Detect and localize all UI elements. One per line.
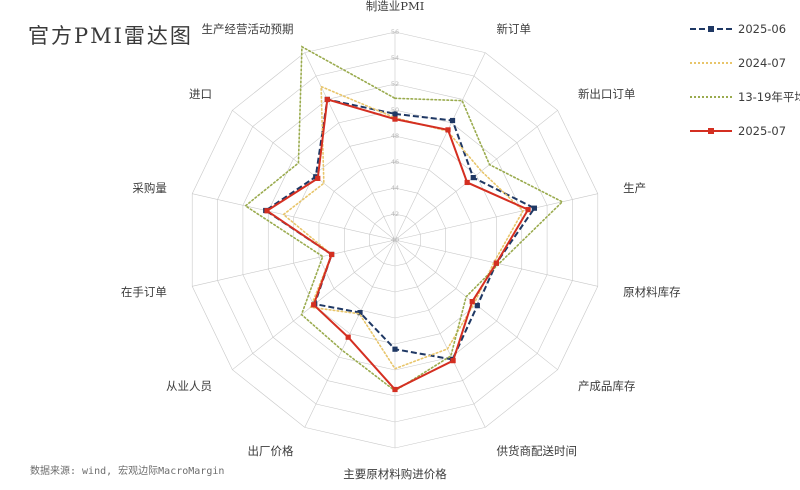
grid-spoke	[394, 239, 486, 428]
series-layer	[244, 45, 564, 393]
legend-item-13-19年平均[interactable]: 13-19年平均	[690, 80, 800, 114]
legend-line	[690, 96, 732, 98]
axis-label-产成品库存: 产成品库存	[578, 379, 636, 393]
grid-spoke	[394, 193, 598, 241]
legend-item-2025-07[interactable]: 2025-07	[690, 114, 798, 148]
axis-label-供货商配送时间: 供货商配送时间	[497, 444, 578, 458]
data-point	[392, 116, 398, 122]
legend-label: 2024-07	[738, 56, 787, 70]
radial-tick-label: 52	[391, 80, 399, 88]
axis-label-从业人员: 从业人员	[166, 379, 212, 393]
axis-label-生产经营活动预期: 生产经营活动预期	[201, 22, 293, 36]
axis-label-新订单: 新订单	[497, 22, 532, 36]
radial-tick-label: 48	[391, 132, 399, 140]
axis-label-制造业PMI: 制造业PMI	[366, 0, 425, 13]
axis-label-原材料库存: 原材料库存	[623, 285, 681, 299]
grid-spoke	[394, 110, 558, 241]
data-point	[469, 299, 475, 305]
axis-label-采购量: 采购量	[132, 181, 167, 195]
legend-item-2025-06[interactable]: 2025-06	[690, 12, 798, 46]
page-title: 官方PMI雷达图	[28, 24, 193, 48]
data-point	[392, 111, 398, 117]
radial-tick-label: 40	[391, 236, 399, 244]
data-point	[345, 334, 351, 340]
data-point	[474, 303, 480, 309]
radial-tick-label: 44	[391, 184, 399, 192]
axis-label-新出口订单: 新出口订单	[578, 87, 636, 101]
data-point	[449, 117, 456, 124]
legend-marker-icon	[708, 127, 714, 134]
legend-item-2024-07[interactable]: 2024-07	[690, 46, 798, 80]
legend-marker-icon	[708, 25, 714, 32]
axis-label-生产: 生产	[623, 181, 646, 195]
data-point	[392, 386, 398, 393]
data-point	[445, 127, 451, 133]
legend-swatch-icon	[690, 91, 732, 103]
grid-spoke	[192, 239, 396, 287]
data-point	[464, 179, 470, 186]
source-note: 数据来源: wind, 宏观边际MacroMargin	[30, 466, 225, 477]
radial-tick-label: 42	[391, 210, 399, 218]
legend-swatch-icon	[690, 125, 732, 137]
data-point	[357, 310, 363, 316]
legend-label: 2025-06	[738, 22, 787, 36]
legend: 2025-06 2024-07 13-19年平均 2025-07	[690, 12, 800, 148]
data-point	[531, 205, 538, 211]
radial-tick-label: 54	[391, 54, 399, 62]
data-point	[311, 302, 317, 308]
legend-label: 13-19年平均	[738, 90, 800, 104]
data-point	[392, 346, 398, 352]
radial-tick-labels: 40 42 44 46 48 50 52 54 56	[391, 28, 399, 244]
data-point	[324, 96, 330, 103]
grid-spoke	[192, 193, 396, 241]
radial-tick-label: 50	[391, 106, 399, 114]
axis-label-主要原材料购进价格: 主要原材料购进价格	[343, 467, 447, 481]
axis-category-labels: 制造业PMI 新订单新出口订单生产原材料库存产成品库存供货商配送时间主要原材料购进…	[121, 0, 681, 481]
data-point	[493, 260, 499, 266]
series-line-2025-07	[265, 98, 530, 391]
grid-spoke	[304, 239, 396, 428]
axis-label-出厂价格: 出厂价格	[247, 444, 293, 458]
radial-tick-label: 56	[391, 28, 399, 36]
data-point	[525, 207, 531, 213]
data-point	[450, 358, 456, 364]
grid-spoke	[394, 52, 486, 241]
grid-spoke	[304, 52, 396, 241]
radial-tick-label: 46	[391, 158, 399, 166]
legend-swatch-icon	[690, 23, 732, 35]
legend-swatch-icon	[690, 57, 732, 69]
axis-label-进口: 进口	[189, 87, 212, 101]
series-line-2024-07	[282, 85, 525, 370]
data-point	[264, 208, 270, 214]
data-point	[329, 251, 335, 258]
legend-label: 2025-07	[738, 124, 787, 138]
data-point	[315, 175, 321, 181]
axis-label-在手订单: 在手订单	[121, 285, 167, 299]
data-point	[470, 174, 476, 181]
legend-line	[690, 62, 732, 64]
